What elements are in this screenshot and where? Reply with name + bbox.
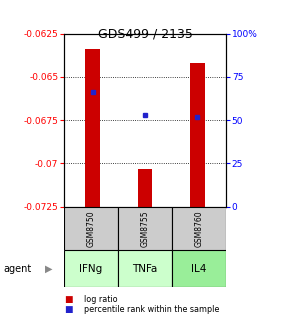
Text: TNFa: TNFa [132, 264, 158, 274]
Bar [172, 207, 226, 250]
Text: GSM8760: GSM8760 [195, 210, 204, 247]
Bar [190, 63, 205, 207]
Text: IL4: IL4 [191, 264, 207, 274]
Text: IFNg: IFNg [79, 264, 102, 274]
Text: log ratio: log ratio [84, 295, 118, 303]
Bar [138, 169, 152, 207]
Bar [64, 250, 118, 287]
Text: percentile rank within the sample: percentile rank within the sample [84, 305, 220, 313]
Bar [172, 250, 226, 287]
Bar [85, 49, 100, 207]
Text: ■: ■ [64, 305, 72, 313]
Text: GSM8755: GSM8755 [140, 210, 150, 247]
Text: agent: agent [3, 264, 31, 274]
Bar [118, 250, 172, 287]
Bar [118, 207, 172, 250]
Text: ■: ■ [64, 295, 72, 303]
Text: ▶: ▶ [45, 264, 52, 274]
Text: GDS499 / 2135: GDS499 / 2135 [97, 28, 193, 41]
Text: GSM8750: GSM8750 [86, 210, 95, 247]
Bar [64, 207, 118, 250]
